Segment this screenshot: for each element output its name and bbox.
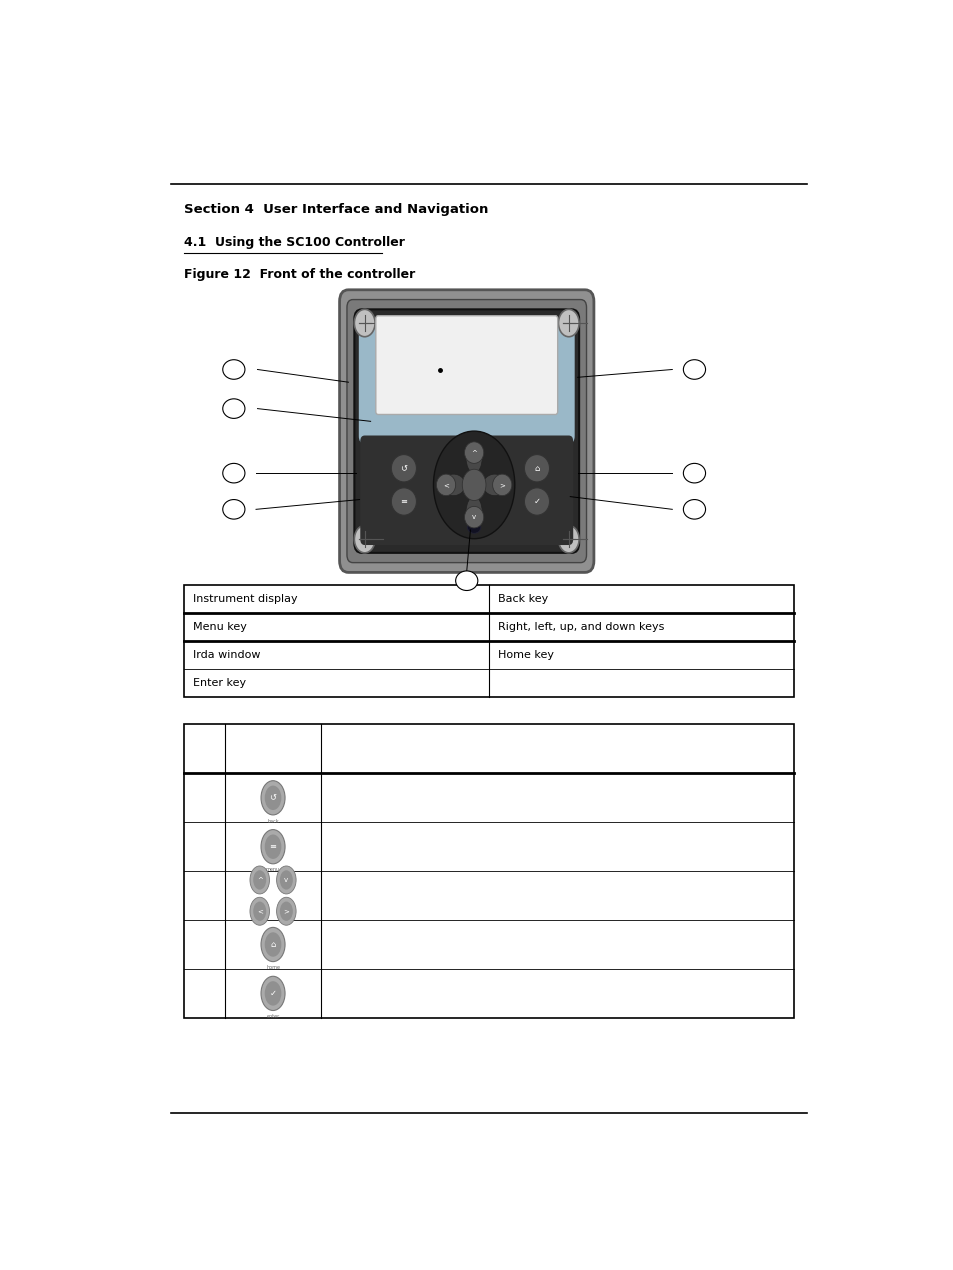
Text: ^: ^ xyxy=(256,878,262,883)
FancyBboxPatch shape xyxy=(375,316,558,414)
Ellipse shape xyxy=(261,927,285,961)
Text: menu: menu xyxy=(266,867,280,872)
Ellipse shape xyxy=(261,781,285,815)
Circle shape xyxy=(433,431,515,538)
Text: Section 4  User Interface and Navigation: Section 4 User Interface and Navigation xyxy=(184,203,488,216)
Bar xyxy=(184,724,793,1017)
Text: Back key: Back key xyxy=(497,593,547,603)
Ellipse shape xyxy=(279,902,293,921)
Ellipse shape xyxy=(222,399,245,418)
FancyBboxPatch shape xyxy=(347,300,586,563)
Text: ≡: ≡ xyxy=(400,497,407,505)
Text: Irda window: Irda window xyxy=(193,650,260,660)
Text: enter: enter xyxy=(266,1015,279,1019)
Circle shape xyxy=(354,526,375,552)
Ellipse shape xyxy=(250,866,269,894)
FancyBboxPatch shape xyxy=(446,340,486,362)
Ellipse shape xyxy=(279,870,293,890)
FancyBboxPatch shape xyxy=(358,324,574,443)
Bar xyxy=(184,584,793,697)
Text: home: home xyxy=(266,965,280,970)
Ellipse shape xyxy=(465,497,482,528)
Circle shape xyxy=(354,310,375,337)
Ellipse shape xyxy=(264,982,281,1006)
Circle shape xyxy=(558,526,578,552)
Ellipse shape xyxy=(524,488,549,516)
Ellipse shape xyxy=(264,786,281,810)
Ellipse shape xyxy=(253,902,266,921)
Ellipse shape xyxy=(465,442,482,474)
Ellipse shape xyxy=(492,474,512,495)
Ellipse shape xyxy=(682,499,705,519)
Text: Right, left, up, and down keys: Right, left, up, and down keys xyxy=(497,622,663,631)
Ellipse shape xyxy=(222,464,245,483)
Ellipse shape xyxy=(482,474,506,495)
Text: >: > xyxy=(498,481,505,488)
Ellipse shape xyxy=(264,932,281,956)
Text: 4.1  Using the SC100 Controller: 4.1 Using the SC100 Controller xyxy=(184,235,405,249)
Text: ⌂: ⌂ xyxy=(270,940,275,949)
Text: v: v xyxy=(472,514,476,521)
Circle shape xyxy=(462,469,485,500)
Ellipse shape xyxy=(222,359,245,380)
Text: back: back xyxy=(267,819,278,823)
Ellipse shape xyxy=(464,442,483,464)
Text: Figure 12  Front of the controller: Figure 12 Front of the controller xyxy=(184,268,416,281)
Text: ≡: ≡ xyxy=(270,842,276,851)
Ellipse shape xyxy=(391,455,416,481)
Ellipse shape xyxy=(264,834,281,859)
FancyBboxPatch shape xyxy=(354,310,578,552)
Ellipse shape xyxy=(391,488,416,516)
Ellipse shape xyxy=(253,870,266,890)
Ellipse shape xyxy=(250,898,269,926)
FancyBboxPatch shape xyxy=(339,290,594,573)
Ellipse shape xyxy=(467,522,480,533)
Ellipse shape xyxy=(464,507,483,528)
Ellipse shape xyxy=(441,474,465,495)
Ellipse shape xyxy=(456,572,477,591)
Text: ^: ^ xyxy=(471,450,476,456)
Ellipse shape xyxy=(524,455,549,481)
Text: ↺: ↺ xyxy=(400,464,407,472)
Text: sc100: sc100 xyxy=(511,348,544,357)
Ellipse shape xyxy=(276,898,295,926)
Circle shape xyxy=(558,310,578,337)
Text: v: v xyxy=(284,878,288,883)
Text: <: < xyxy=(442,481,449,488)
Text: ✓: ✓ xyxy=(533,497,540,505)
Text: >: > xyxy=(283,908,289,914)
Ellipse shape xyxy=(682,359,705,380)
Text: Enter key: Enter key xyxy=(193,678,246,688)
Text: ⌂: ⌂ xyxy=(534,464,539,472)
Text: Home key: Home key xyxy=(497,650,554,660)
Ellipse shape xyxy=(261,829,285,864)
FancyBboxPatch shape xyxy=(360,436,573,545)
Text: ✓: ✓ xyxy=(270,989,276,998)
Text: Menu key: Menu key xyxy=(193,622,247,631)
Text: Instrument display: Instrument display xyxy=(193,593,297,603)
Ellipse shape xyxy=(222,499,245,519)
Ellipse shape xyxy=(276,866,295,894)
Text: <: < xyxy=(256,908,262,914)
Ellipse shape xyxy=(436,474,456,495)
Ellipse shape xyxy=(682,464,705,483)
Ellipse shape xyxy=(261,977,285,1011)
Text: ↺: ↺ xyxy=(270,794,276,803)
